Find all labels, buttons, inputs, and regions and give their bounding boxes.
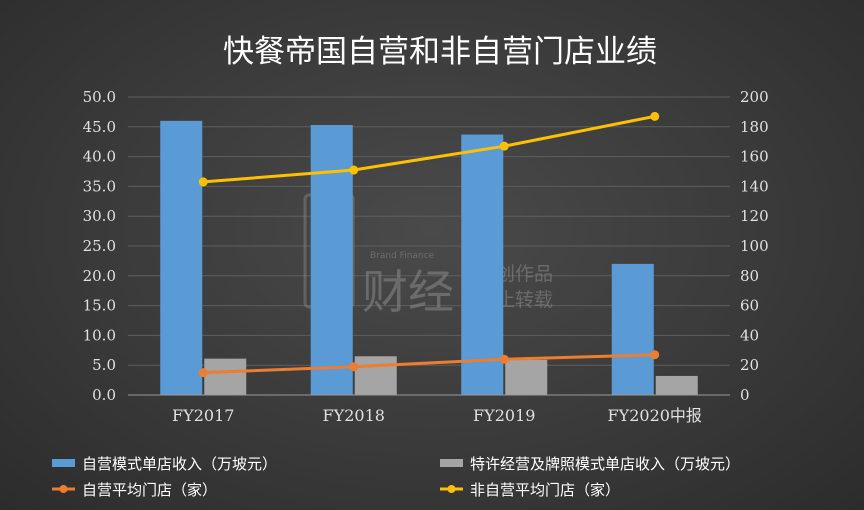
y-left-tick-label: 40.0 xyxy=(83,148,116,166)
watermark: Brand Finance 财经 原创作品 禁止转载 xyxy=(303,193,553,319)
line-point xyxy=(499,354,509,364)
y-right-tick-label: 20 xyxy=(740,356,759,374)
x-tick-label: FY2018 xyxy=(323,406,385,425)
bar xyxy=(505,359,548,395)
line-point xyxy=(198,368,208,378)
watermark-brand-cn: 财经 xyxy=(362,265,454,319)
bar xyxy=(310,125,353,396)
x-tick-label: FY2020中报 xyxy=(608,406,702,425)
line-point xyxy=(349,362,359,372)
line-point xyxy=(349,165,359,175)
bar xyxy=(655,375,698,395)
lines xyxy=(198,111,660,378)
y-right-tick-label: 160 xyxy=(740,148,769,166)
bar xyxy=(611,263,654,395)
y-right-tick-label: 80 xyxy=(740,267,759,285)
y-right-tick-label: 200 xyxy=(740,88,769,106)
axes: 0.0 0 5.0 20 10.0 40 15.0 60 20.0 80 25.0 100 30.0 12… xyxy=(83,88,769,425)
series-line xyxy=(203,353,655,375)
y-left-tick-label: 35.0 xyxy=(83,177,116,195)
y-right-tick-label: 120 xyxy=(740,207,769,225)
y-right-tick-label: 0 xyxy=(740,386,750,404)
bar xyxy=(461,134,504,395)
chart-title: 快餐帝国自营和非自营门店业绩 xyxy=(223,34,657,70)
y-right-tick-label: 180 xyxy=(740,118,769,136)
line-point xyxy=(650,350,660,360)
y-right-tick-label: 60 xyxy=(740,297,759,315)
legend-label: 特许经营及牌照模式单店收入（万坡元） xyxy=(470,455,740,473)
legend-swatch xyxy=(440,459,463,467)
y-left-tick-label: 0.0 xyxy=(92,386,116,404)
y-right-tick-label: 40 xyxy=(740,326,759,344)
line-point xyxy=(650,111,660,121)
y-left-tick-label: 30.0 xyxy=(83,207,116,225)
y-left-tick-label: 10.0 xyxy=(83,326,116,344)
x-tick-label: FY2017 xyxy=(172,406,234,425)
bar xyxy=(204,358,247,395)
legend-label: 非自营平均门店（家） xyxy=(470,481,620,499)
legend-marker xyxy=(447,485,456,493)
y-left-tick-label: 50.0 xyxy=(83,88,116,106)
bar xyxy=(354,356,397,395)
legend-label: 自营模式单店收入（万坡元） xyxy=(82,455,277,473)
legend-label: 自营平均门店（家） xyxy=(82,481,217,499)
y-left-tick-label: 45.0 xyxy=(83,118,116,136)
legend: 自营模式单店收入（万坡元） 特许经营及牌照模式单店收入（万坡元） 自营平均门店（家）… xyxy=(52,455,740,499)
y-left-tick-label: 15.0 xyxy=(83,297,116,315)
bars xyxy=(160,120,698,396)
bar xyxy=(160,120,203,395)
series-line xyxy=(203,114,656,184)
y-right-tick-label: 140 xyxy=(740,177,769,195)
y-right-tick-label: 100 xyxy=(740,237,769,255)
y-left-tick-label: 5.0 xyxy=(92,356,116,374)
y-left-tick-label: 20.0 xyxy=(83,267,116,285)
y-left-tick-label: 25.0 xyxy=(83,237,116,255)
line-point xyxy=(198,177,208,187)
x-tick-label: FY2019 xyxy=(473,406,535,425)
line-point xyxy=(499,141,509,151)
legend-marker xyxy=(59,485,68,493)
watermark-brand-en: Brand Finance xyxy=(370,251,435,261)
legend-swatch xyxy=(52,459,75,467)
